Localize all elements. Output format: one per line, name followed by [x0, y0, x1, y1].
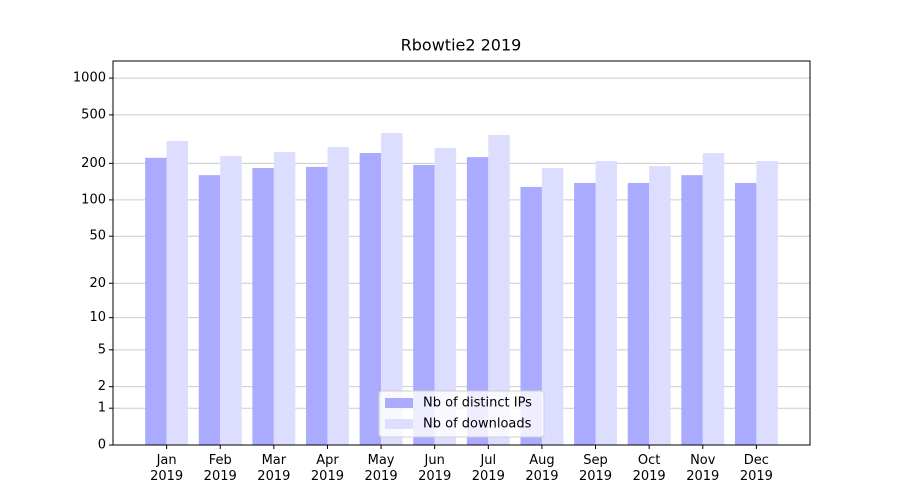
bar	[359, 153, 382, 446]
bar	[220, 155, 242, 445]
bar	[734, 182, 757, 445]
y-tick-label: 1	[98, 401, 106, 416]
bar	[488, 134, 510, 446]
x-tick-label: Mar 2019	[257, 453, 291, 484]
bar	[434, 148, 457, 445]
x-tick-label: Aug 2019	[525, 453, 559, 484]
bar	[306, 166, 328, 446]
bar	[145, 157, 167, 445]
y-tick-label: 50	[89, 229, 106, 244]
bar	[681, 175, 703, 445]
x-tick-label: Apr 2019	[310, 453, 344, 484]
bar	[273, 151, 296, 445]
legend-swatch	[385, 419, 413, 429]
bar	[252, 168, 274, 446]
bar	[756, 161, 778, 445]
bar	[649, 166, 671, 445]
bar	[627, 182, 650, 445]
x-tick-label: Jul 2019	[471, 453, 505, 484]
y-tick-label: 0	[98, 438, 106, 453]
legend-label: Nb of distinct IPs	[423, 396, 532, 411]
x-tick-label: Dec 2019	[739, 453, 773, 484]
bar	[702, 153, 725, 446]
bar	[327, 147, 349, 445]
bar	[466, 157, 489, 446]
legend-label: Nb of downloads	[423, 417, 532, 432]
bar	[520, 186, 542, 445]
chart-title: Rbowtie2 2019	[401, 36, 522, 55]
y-tick-label: 100	[81, 192, 106, 207]
x-tick-label: Oct 2019	[632, 453, 666, 484]
bar	[595, 161, 617, 445]
bar	[198, 175, 221, 445]
bar	[381, 132, 403, 445]
x-tick-label: Sep 2019	[578, 453, 613, 484]
bar	[574, 182, 596, 445]
x-tick-label: Jan 2019	[150, 453, 184, 484]
x-tick-label: May 2019	[364, 453, 398, 484]
y-tick-label: 1000	[73, 71, 106, 86]
bar	[541, 168, 564, 446]
bar	[413, 164, 435, 445]
legend-swatch	[385, 398, 413, 408]
y-tick-label: 2	[98, 379, 106, 394]
x-tick-label: Nov 2019	[686, 453, 720, 484]
y-tick-label: 10	[89, 310, 106, 325]
legend-box	[378, 390, 545, 438]
y-tick-label: 500	[81, 107, 106, 122]
x-tick-label: Feb 2019	[203, 453, 237, 484]
bar	[166, 141, 189, 445]
y-tick-label: 200	[81, 156, 106, 171]
plot-frame	[112, 60, 811, 446]
x-tick-label: Jun 2019	[418, 453, 452, 484]
y-tick-label: 5	[98, 342, 106, 357]
y-tick-label: 20	[89, 276, 106, 291]
